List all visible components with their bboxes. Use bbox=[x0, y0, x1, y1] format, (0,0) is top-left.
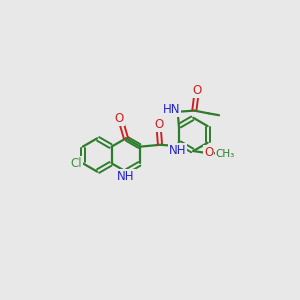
Text: CH₃: CH₃ bbox=[215, 149, 235, 159]
Text: Cl: Cl bbox=[71, 157, 82, 170]
Text: O: O bbox=[204, 146, 213, 159]
Text: O: O bbox=[115, 112, 124, 125]
Text: O: O bbox=[154, 118, 164, 131]
Text: O: O bbox=[193, 84, 202, 97]
Text: HN: HN bbox=[163, 103, 180, 116]
Text: NH: NH bbox=[169, 144, 187, 157]
Text: NH: NH bbox=[117, 170, 135, 183]
